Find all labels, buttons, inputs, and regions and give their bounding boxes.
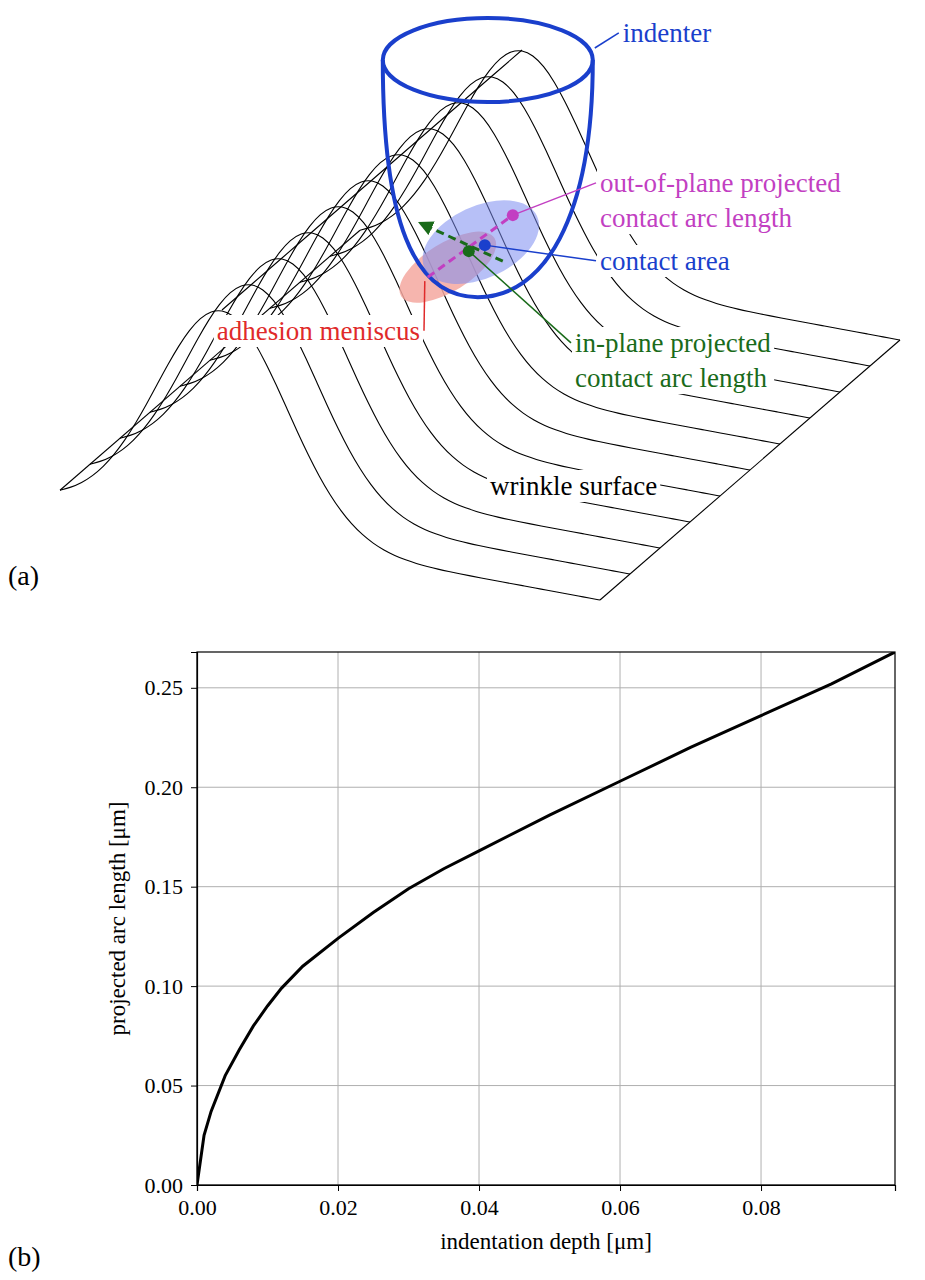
x-axis: 0.00 0.02 0.04 0.06 0.08 [178,1185,895,1220]
tick-label: 0.15 [145,874,184,899]
label-background [214,315,423,347]
label-background [597,167,844,234]
leader-line [485,245,596,261]
diagram-label: indenter [623,18,711,48]
tick-label: 0.00 [178,1195,217,1220]
tick: 0.05 [145,1073,198,1098]
label-group: adhesion meniscus [214,315,423,347]
label-line: contact arc length [575,363,767,393]
in-plane-arc [425,225,503,261]
tick-label: 0.25 [145,675,184,700]
tick: 0.00 [145,1173,198,1198]
grid-line-y [197,787,895,788]
tick: 0.00 [178,1185,217,1220]
tick-label: 0.04 [460,1195,499,1220]
tick-mark [191,688,197,689]
y-axis: 0.00 0.05 0.10 0.15 0.20 0.25 [145,653,198,1198]
label-line: indenter [623,18,711,48]
grid-line-x [479,652,480,1185]
tick-label: 0.10 [145,974,184,999]
surface-profile [120,259,660,548]
tick-mark [761,1185,762,1191]
tick-label: 0.08 [742,1195,781,1220]
plot-frame [197,652,895,1185]
tick-mark [620,1185,621,1191]
tick-label: 0.02 [319,1195,358,1220]
tick-mark [191,1086,197,1087]
tick: 0.20 [145,775,198,800]
panel-label: (a) [8,560,39,591]
label-line: out-of-plane projected [600,168,841,198]
tick-mark [191,986,197,987]
leader-line [595,33,619,48]
label-background [487,470,660,502]
grid-line-y [197,1085,895,1086]
tick: 0.04 [460,1185,499,1220]
panel-label: (b) [8,1241,41,1272]
label-background [597,245,733,277]
tick: 0.02 [319,1185,358,1220]
grid-line-x [620,652,621,1185]
leader-line [423,281,425,331]
label-group: out-of-plane projected contact arc length [597,167,844,234]
labels: indenter out-of-plane projected contact ar… [214,17,844,502]
grid-line-y [197,986,895,987]
tick-mark [338,1185,339,1191]
label-line: wrinkle surface [490,471,657,501]
tick: 0.15 [145,874,198,899]
tick: 0.08 [742,1185,781,1220]
grid-line-y [197,687,895,688]
label-line: adhesion meniscus [217,316,420,346]
tick-mark [191,1185,197,1186]
grid [197,652,895,1185]
tick-mark [191,787,197,788]
label-group: wrinkle surface [487,470,660,502]
out-of-plane-arc [428,215,513,277]
y-axis-title: projected arc length [μm] [105,802,130,1036]
label-line: in-plane projected [575,328,771,358]
surface-edge [60,230,360,490]
label-group: in-plane projected contact arc length [572,327,774,394]
label-background [572,327,774,394]
tick: 0.06 [601,1185,640,1220]
data-line [197,652,895,1185]
tick-mark [479,1185,480,1191]
leader-line [469,251,571,343]
grid-line-x [761,652,762,1185]
label-line: contact arc length [600,203,792,233]
tick-label: 0.20 [145,775,184,800]
grid-line-x [338,652,339,1185]
diagram-label: out-of-plane projected contact arc length [600,168,841,233]
panel-a: indenter out-of-plane projected contact ar… [8,17,900,600]
tick-mark [191,887,197,888]
surface-profile [300,103,840,392]
indenter-top [383,18,593,102]
tick-label: 0.05 [145,1073,184,1098]
x-axis-title: indentation depth [μm] [440,1229,652,1254]
tick: 0.10 [145,974,198,999]
diagram-label: wrinkle surface [490,471,657,501]
diagram-label: contact area [600,246,730,276]
label-line: contact area [600,246,730,276]
diagram-label: adhesion meniscus [217,316,420,346]
contact-area [409,183,552,301]
figure: indenter out-of-plane projected contact ar… [0,0,925,1280]
panel-b: 0.00 0.02 0.04 0.06 0.08 0.00 0.05 0.10 0.15 0.20… [8,652,896,1272]
label-background [620,17,714,49]
axis-line [198,1186,896,1192]
tick-label: 0.00 [145,1173,184,1198]
leader-line [513,183,596,215]
label-group: indenter [620,17,714,49]
diagram-label: in-plane projected contact arc length [575,328,771,393]
tick-label: 0.06 [601,1195,640,1220]
label-group: contact area [597,245,733,277]
grid-line-y [197,886,895,887]
surface-profile [60,311,600,600]
surface-profile [360,51,900,340]
wrinkle-surface [60,50,900,600]
leaders [424,33,619,343]
plot-area [197,652,895,1185]
surface-profile [90,285,630,574]
tick: 0.25 [145,675,198,700]
